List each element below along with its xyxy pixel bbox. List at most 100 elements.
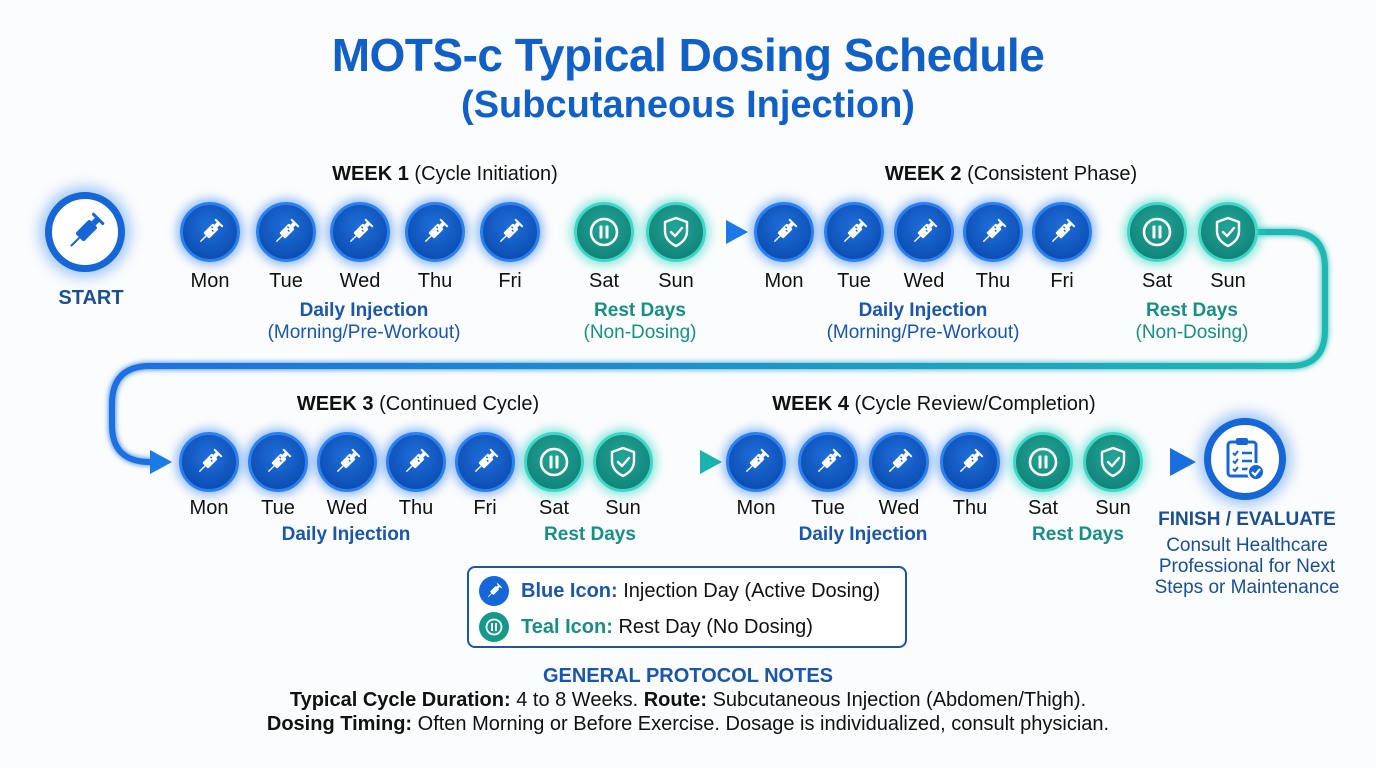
notes-timing-label: Dosing Timing: — [266, 713, 413, 735]
week3-rest-label: Rest Days — [544, 524, 636, 545]
day-label: Wed — [326, 497, 368, 519]
finish-line-2: Professional for Next — [1158, 556, 1336, 577]
notes-duration-text: 4 to 8 Weeks. — [510, 689, 644, 711]
week2-rest-caption: Rest Days (Non-Dosing) — [1136, 300, 1249, 344]
page-subtitle: (Subcutaneous Injection) — [461, 84, 915, 126]
notes-route-text: Subcutaneous Injection (Abdomen/Thigh). — [707, 689, 1087, 711]
legend-item-rest: Teal Icon: Rest Day (No Dosing) — [479, 612, 813, 642]
finish-line-3: Steps or Maintenance — [1154, 577, 1340, 598]
day-node-thu-injection — [963, 202, 1023, 262]
notes-duration-label: Typical Cycle Duration: — [289, 689, 511, 711]
day-label: Sat — [1027, 497, 1059, 519]
pause-icon — [537, 445, 571, 479]
day-label: Sun — [658, 270, 694, 292]
day-label: Sat — [1141, 270, 1173, 292]
notes-route-label: Route: — [643, 689, 708, 711]
day-label: Sun — [1095, 497, 1131, 519]
day-node-tue-injection — [824, 202, 884, 262]
shield-check-icon — [660, 215, 692, 249]
day-node-mon-injection — [726, 432, 786, 492]
day-node-sat-rest — [1127, 202, 1187, 262]
day-label: Fri — [473, 497, 497, 519]
day-node-sat-rest — [1013, 432, 1073, 492]
arrow-week3-to-week4 — [700, 450, 722, 474]
shield-check-icon — [1212, 215, 1244, 249]
week1-header: WEEK 1 (Cycle Initiation) — [332, 163, 558, 186]
day-node-tue-injection — [798, 432, 858, 492]
start-node — [45, 192, 125, 272]
day-node-mon-injection — [179, 432, 239, 492]
day-label: Tue — [261, 497, 295, 519]
day-node-sun-rest — [646, 202, 706, 262]
day-node-wed-injection — [317, 432, 377, 492]
protocol-notes: GENERAL PROTOCOL NOTES Typical Cycle Dur… — [0, 665, 1376, 736]
pause-icon — [587, 215, 621, 249]
day-node-tue-injection — [256, 202, 316, 262]
legend-desc-blue: Injection Day (Active Dosing) — [623, 579, 881, 602]
day-node-fri-injection — [480, 202, 540, 262]
day-label: Tue — [811, 497, 845, 519]
shield-check-icon — [1097, 445, 1129, 479]
syringe-icon — [955, 447, 985, 477]
syringe-icon — [263, 447, 293, 477]
week4-label: WEEK 4 — [772, 393, 849, 415]
day-label: Mon — [190, 270, 230, 292]
week3-header: WEEK 3 (Continued Cycle) — [297, 393, 539, 416]
finish-caption: FINISH / EVALUATE Consult Healthcare Pro… — [1155, 509, 1340, 598]
syringe-icon — [420, 217, 450, 247]
day-node-sun-rest — [593, 432, 653, 492]
syringe-icon — [271, 217, 301, 247]
day-label: Sat — [538, 497, 570, 519]
loop-connector — [109, 229, 1328, 465]
syringe-icon — [909, 217, 939, 247]
syringe-icon — [839, 217, 869, 247]
legend-desc-teal: Rest Day (No Dosing) — [618, 615, 813, 638]
legend-item-injection: Blue Icon: Injection Day (Active Dosing) — [479, 576, 880, 606]
syringe-icon — [470, 447, 500, 477]
clipboard-check-icon — [1226, 438, 1265, 481]
day-node-sun-rest — [1198, 202, 1258, 262]
day-label: Mon — [189, 497, 229, 519]
day-label: Thu — [417, 270, 453, 292]
week1-label: WEEK 1 — [332, 163, 409, 185]
finish-node — [1204, 418, 1286, 500]
day-node-wed-injection — [330, 202, 390, 262]
day-node-sun-rest — [1083, 432, 1143, 492]
pause-icon — [1140, 215, 1174, 249]
day-node-mon-injection — [754, 202, 814, 262]
week4-phase: (Cycle Review/Completion) — [854, 393, 1096, 415]
day-node-tue-injection — [248, 432, 308, 492]
syringe-icon — [194, 447, 224, 477]
week1-rest-note: (Non-Dosing) — [583, 322, 697, 343]
syringe-icon — [1047, 217, 1077, 247]
day-label: Fri — [498, 270, 522, 292]
notes-heading: GENERAL PROTOCOL NOTES — [542, 665, 834, 687]
day-node-fri-injection — [1032, 202, 1092, 262]
week2-rest-note: (Non-Dosing) — [1135, 322, 1249, 343]
legend-box: Blue Icon: Injection Day (Active Dosing)… — [467, 566, 907, 648]
notes-line-2: Dosing Timing: Often Morning or Before E… — [0, 712, 1376, 736]
week1-rest-caption: Rest Days (Non-Dosing) — [584, 300, 697, 344]
day-node-wed-injection — [894, 202, 954, 262]
syringe-icon — [884, 447, 914, 477]
notes-timing-text: Often Morning or Before Exercise. Dosage… — [412, 713, 1110, 735]
week2-injection-caption: Daily Injection (Morning/Pre-Workout) — [827, 300, 1020, 344]
day-label: Tue — [269, 270, 303, 292]
day-label: Mon — [736, 497, 776, 519]
day-label: Mon — [764, 270, 804, 292]
syringe-icon — [741, 447, 771, 477]
day-label: Thu — [398, 497, 434, 519]
day-node-fri-injection — [455, 432, 515, 492]
day-label: Wed — [339, 270, 381, 292]
day-label: Thu — [952, 497, 988, 519]
syringe-icon — [195, 217, 225, 247]
syringe-icon — [813, 447, 843, 477]
week3-label: WEEK 3 — [296, 393, 374, 415]
week4-rest-caption: Rest Days — [1032, 524, 1124, 546]
week1-rest-label: Rest Days — [594, 300, 686, 321]
legend-key-teal: Teal Icon: — [521, 615, 613, 638]
day-node-mon-injection — [180, 202, 240, 262]
pause-icon — [1026, 445, 1060, 479]
day-label: Tue — [837, 270, 871, 292]
